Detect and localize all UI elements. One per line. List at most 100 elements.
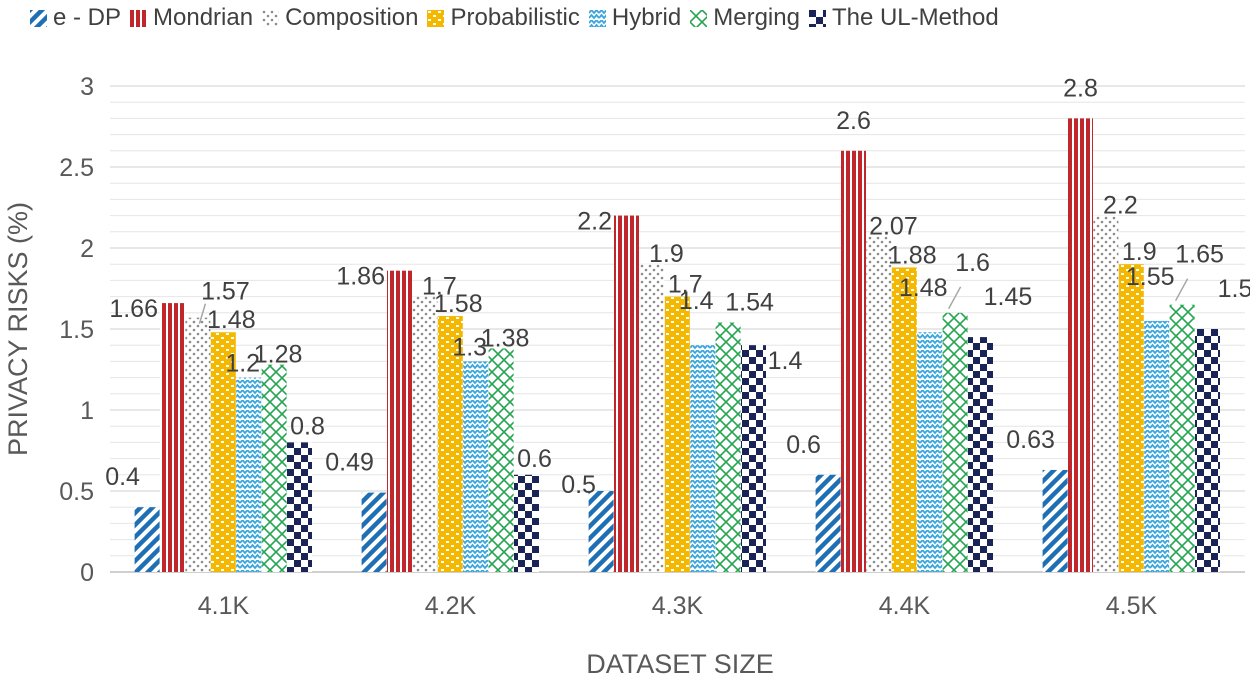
bar-composition-4.2k (412, 296, 438, 572)
y-tick-label: 1 (80, 397, 94, 425)
bar-composition-4.3k (639, 264, 665, 572)
bar-hybrid-4.2k (463, 361, 489, 572)
bar-probabilistic-4.5k (1118, 264, 1144, 572)
bar-probabilistic-4.1k (210, 332, 236, 572)
bar-hybrid-4.1k (236, 377, 262, 572)
bar-the-ul-method-4.4k (968, 337, 993, 572)
bar-mondrian-4.3k (614, 215, 639, 572)
bar-merging-4.2k (488, 348, 514, 572)
bar-merging-4.5k (1169, 304, 1195, 572)
data-label: 1.57 (201, 278, 250, 306)
y-tick-label: 2 (80, 235, 94, 263)
label-leader-line (198, 303, 207, 324)
x-tick-label: 4.2K (425, 592, 477, 620)
data-label: 0.49 (325, 449, 374, 477)
data-label: 0.4 (105, 463, 140, 491)
y-tick-label: 3 (80, 73, 94, 101)
bar-the-ul-method-4.3k (741, 345, 766, 572)
data-label: 1.9 (1122, 238, 1157, 266)
legend-item: The UL-Method (808, 4, 999, 32)
label-leader-line (947, 286, 962, 310)
data-label: 2.6 (836, 107, 871, 135)
bar-probabilistic-4.2k (437, 316, 463, 572)
data-label: 1.2 (225, 350, 260, 378)
bar-hybrid-4.3k (690, 345, 716, 572)
bar-hybrid-4.4k (917, 332, 943, 572)
data-label: 1.45 (984, 283, 1033, 311)
bar-merging-4.4k (942, 312, 968, 572)
bar-merging-4.3k (715, 322, 741, 572)
data-label: 1.4 (768, 347, 803, 375)
data-label: 1.38 (481, 324, 530, 352)
bar-e-dp-4.3k (588, 491, 614, 572)
bar-composition-4.5k (1093, 215, 1119, 572)
y-tick-label: 0 (80, 559, 94, 587)
data-label: 0.8 (290, 412, 325, 440)
label-leader-line (1174, 278, 1189, 302)
data-label: 0.6 (517, 445, 552, 473)
legend-swatch (427, 9, 445, 27)
bar-the-ul-method-4.1k (287, 442, 312, 572)
data-label: 2.8 (1063, 74, 1098, 102)
legend-label: Hybrid (611, 4, 682, 31)
data-label: 1.88 (888, 241, 937, 269)
legend-label: Merging (713, 4, 800, 31)
x-tick-label: 4.4K (879, 592, 931, 620)
legend-swatch (808, 9, 826, 27)
bar-probabilistic-4.3k (664, 296, 690, 572)
legend-item: e - DP (30, 4, 121, 32)
bars (134, 118, 1220, 573)
data-label: 1.3 (452, 333, 487, 361)
legend-item: Merging (690, 4, 800, 32)
data-label: 1.6 (955, 249, 990, 277)
y-tick-label: 0.5 (59, 478, 94, 506)
data-label: 1.65 (1175, 241, 1224, 269)
bar-composition-4.4k (866, 236, 892, 572)
data-label: 1.58 (434, 290, 483, 318)
legend-item: Composition (262, 4, 418, 32)
bar-merging-4.1k (261, 364, 287, 572)
legend-swatch (30, 9, 47, 27)
legend-label: The UL-Method (831, 4, 999, 31)
data-label: 1.66 (109, 295, 158, 323)
data-label: 0.6 (786, 431, 821, 459)
data-label: 1.48 (207, 306, 256, 334)
bar-hybrid-4.5k (1144, 320, 1170, 572)
legend-swatch (690, 9, 708, 27)
legend-item: Mondrian (130, 4, 253, 32)
data-label: 2.2 (577, 208, 612, 236)
bar-e-dp-4.2k (361, 492, 387, 572)
data-label: 0.63 (1006, 426, 1055, 454)
bar-mondrian-4.1k (160, 303, 185, 572)
legend-item: Probabilistic (427, 4, 580, 32)
legend-label: e - DP (53, 4, 122, 31)
data-labels: 0.41.661.571.481.21.280.80.491.86 1.71.58… (105, 74, 1250, 499)
axes: 0 0.5 1 1.5 2 2.5 3 4.1K 4.2K 4.3K 4.4K 4.5K (59, 73, 1245, 620)
legend-swatch (130, 9, 148, 27)
bar-the-ul-method-4.5k (1195, 329, 1220, 572)
y-axis-title: PRIVACY RISKS (%) (3, 202, 33, 456)
x-axis-title: DATASET SIZE (586, 649, 774, 679)
data-label: 1.5 (1218, 275, 1250, 303)
x-tick-label: 4.5K (1106, 592, 1158, 620)
data-label: 1.7 (422, 273, 457, 301)
data-label: 2.07 (869, 213, 918, 241)
legend-swatch (588, 9, 606, 27)
data-label: 1.55 (1126, 263, 1175, 291)
data-label: 1.28 (254, 341, 303, 369)
data-label: 1.9 (649, 240, 684, 268)
data-label: 1.86 (336, 263, 385, 291)
chart-legend: e - DP Mondrian Composition Probabilistic Hy… (30, 4, 999, 32)
data-label: 1.7 (668, 271, 703, 299)
x-tick-label: 4.1K (198, 592, 250, 620)
y-tick-label: 1.5 (59, 316, 94, 344)
bar-e-dp-4.5k (1042, 469, 1068, 572)
data-label: 1.48 (899, 274, 948, 302)
bar-e-dp-4.1k (134, 507, 160, 572)
bar-mondrian-4.5k (1068, 118, 1093, 573)
y-tick-label: 2.5 (59, 154, 94, 182)
legend-item: Hybrid (588, 4, 682, 32)
legend-swatch (262, 9, 280, 27)
data-label: 0.5 (561, 471, 596, 499)
